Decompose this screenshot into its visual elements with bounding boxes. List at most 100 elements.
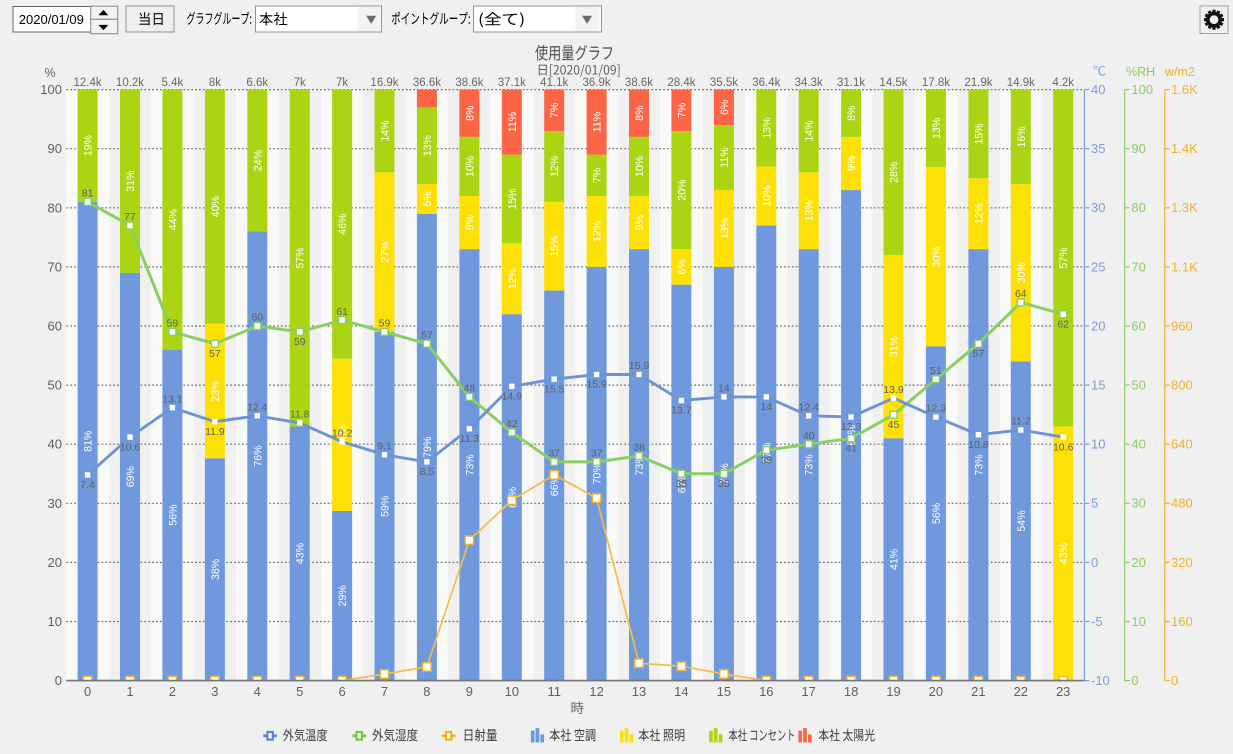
svg-text:37: 37 bbox=[591, 448, 603, 460]
svg-text:13: 13 bbox=[632, 684, 646, 699]
svg-text:20: 20 bbox=[1091, 318, 1105, 333]
svg-text:51: 51 bbox=[930, 365, 942, 377]
svg-text:14%: 14% bbox=[380, 120, 392, 142]
svg-text:20: 20 bbox=[929, 684, 943, 699]
svg-text:480: 480 bbox=[1171, 496, 1193, 511]
svg-text:90: 90 bbox=[48, 141, 62, 156]
svg-text:19%: 19% bbox=[83, 135, 95, 157]
svg-text:7%: 7% bbox=[592, 167, 604, 183]
svg-text:45: 45 bbox=[888, 419, 900, 431]
svg-text:640: 640 bbox=[1171, 437, 1193, 452]
svg-text:13%: 13% bbox=[931, 117, 943, 139]
svg-text:13%: 13% bbox=[804, 200, 816, 222]
svg-text:10.2: 10.2 bbox=[332, 428, 353, 440]
svg-text:4: 4 bbox=[254, 684, 261, 699]
svg-text:9%: 9% bbox=[464, 214, 476, 230]
svg-text:10: 10 bbox=[505, 684, 519, 699]
svg-text:19: 19 bbox=[886, 684, 900, 699]
svg-text:960: 960 bbox=[1171, 318, 1193, 333]
svg-text:12.4: 12.4 bbox=[247, 402, 268, 414]
svg-text:13.9: 13.9 bbox=[883, 384, 904, 396]
svg-text:59: 59 bbox=[379, 318, 391, 330]
svg-text:2: 2 bbox=[169, 684, 176, 699]
svg-text:15.5: 15.5 bbox=[544, 383, 565, 395]
svg-text:50: 50 bbox=[1131, 378, 1145, 393]
svg-text:35: 35 bbox=[676, 478, 688, 490]
svg-text:56%: 56% bbox=[167, 504, 179, 526]
svg-text:0: 0 bbox=[1091, 555, 1098, 570]
svg-text:5%: 5% bbox=[422, 191, 434, 207]
svg-text:16.9k: 16.9k bbox=[370, 77, 398, 89]
svg-text:13.7: 13.7 bbox=[671, 405, 692, 417]
svg-text:10.2k: 10.2k bbox=[116, 77, 144, 89]
svg-text:36.6k: 36.6k bbox=[413, 77, 441, 89]
svg-text:12.3: 12.3 bbox=[926, 403, 947, 415]
svg-text:1.1K: 1.1K bbox=[1171, 259, 1198, 274]
svg-text:17.8k: 17.8k bbox=[922, 77, 950, 89]
svg-text:41%: 41% bbox=[889, 548, 901, 570]
svg-text:69%: 69% bbox=[125, 466, 137, 488]
svg-text:14.9: 14.9 bbox=[502, 391, 523, 403]
svg-text:7k: 7k bbox=[294, 77, 306, 89]
svg-text:46%: 46% bbox=[337, 213, 349, 235]
svg-text:12%: 12% bbox=[592, 220, 604, 242]
svg-text:11.2: 11.2 bbox=[1011, 416, 1031, 428]
svg-text:15.9: 15.9 bbox=[629, 360, 650, 372]
svg-text:34.3k: 34.3k bbox=[795, 77, 823, 89]
svg-text:10: 10 bbox=[48, 614, 62, 629]
svg-text:11: 11 bbox=[547, 684, 561, 699]
svg-text:38: 38 bbox=[633, 442, 645, 454]
svg-text:-5: -5 bbox=[1091, 614, 1103, 629]
svg-text:41: 41 bbox=[845, 443, 857, 455]
svg-text:10: 10 bbox=[1131, 614, 1145, 629]
svg-text:30%: 30% bbox=[931, 246, 943, 268]
svg-text:15: 15 bbox=[717, 684, 731, 699]
svg-text:40: 40 bbox=[1091, 82, 1105, 97]
svg-text:7%: 7% bbox=[549, 102, 561, 118]
svg-text:21: 21 bbox=[971, 684, 985, 699]
svg-text:0: 0 bbox=[1171, 673, 1178, 688]
svg-text:36.4k: 36.4k bbox=[752, 77, 780, 89]
svg-text:37.1k: 37.1k bbox=[498, 77, 526, 89]
svg-text:23: 23 bbox=[1056, 684, 1070, 699]
svg-text:1.4K: 1.4K bbox=[1171, 141, 1198, 156]
svg-text:35: 35 bbox=[718, 478, 730, 490]
svg-text:22: 22 bbox=[1014, 684, 1028, 699]
svg-text:60: 60 bbox=[1131, 318, 1145, 333]
svg-text:11.8: 11.8 bbox=[290, 409, 310, 421]
svg-text:%: % bbox=[44, 66, 55, 80]
svg-text:10%: 10% bbox=[761, 185, 773, 207]
svg-text:2020/01/09: 2020/01/09 bbox=[19, 12, 84, 27]
svg-text:56%: 56% bbox=[931, 502, 943, 524]
svg-text:14: 14 bbox=[674, 684, 688, 699]
svg-text:w/m2: w/m2 bbox=[1164, 65, 1195, 79]
svg-text:%RH: %RH bbox=[1126, 65, 1155, 79]
svg-text:7%: 7% bbox=[676, 102, 688, 118]
svg-text:76%: 76% bbox=[252, 445, 264, 467]
svg-text:14: 14 bbox=[760, 401, 772, 413]
svg-text:38.6k: 38.6k bbox=[455, 77, 483, 89]
svg-text:14.9k: 14.9k bbox=[1007, 77, 1035, 89]
svg-text:20: 20 bbox=[48, 555, 62, 570]
svg-text:18: 18 bbox=[844, 684, 858, 699]
svg-text:12%: 12% bbox=[507, 268, 519, 290]
svg-text:800: 800 bbox=[1171, 378, 1193, 393]
svg-text:57: 57 bbox=[973, 348, 985, 360]
svg-text:38%: 38% bbox=[210, 558, 222, 580]
svg-text:7: 7 bbox=[381, 684, 388, 699]
svg-text:8%: 8% bbox=[634, 105, 646, 121]
svg-text:0: 0 bbox=[1131, 673, 1138, 688]
svg-text:23%: 23% bbox=[210, 380, 222, 402]
svg-text:6.6k: 6.6k bbox=[246, 77, 268, 89]
svg-text:24%: 24% bbox=[252, 149, 264, 171]
svg-text:57: 57 bbox=[209, 348, 221, 360]
svg-text:12: 12 bbox=[589, 684, 603, 699]
svg-text:14: 14 bbox=[718, 383, 730, 395]
svg-text:13%: 13% bbox=[719, 217, 731, 239]
svg-text:30: 30 bbox=[48, 496, 62, 511]
svg-text:81%: 81% bbox=[83, 430, 95, 452]
svg-text:70: 70 bbox=[48, 259, 62, 274]
svg-text:4.2k: 4.2k bbox=[1052, 77, 1074, 89]
svg-text:15.9: 15.9 bbox=[586, 379, 607, 391]
svg-text:48: 48 bbox=[464, 383, 476, 395]
